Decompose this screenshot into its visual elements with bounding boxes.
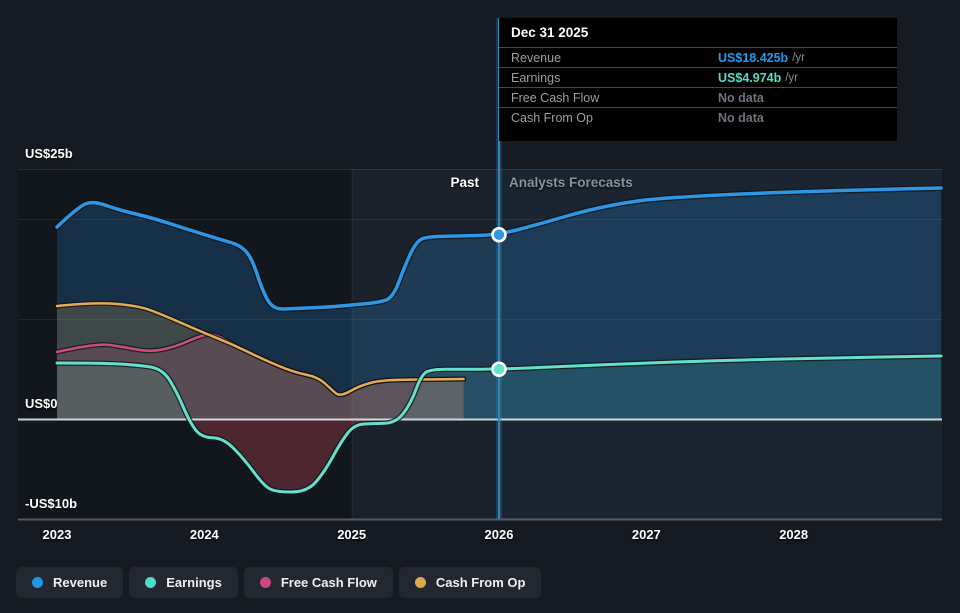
earnings-area-negative bbox=[57, 419, 941, 492]
legend-label: Revenue bbox=[53, 575, 108, 590]
cash-from-op-area bbox=[57, 303, 464, 419]
tooltip-row-earnings: Earnings US$4.974b /yr bbox=[499, 67, 897, 87]
tooltip-label: Cash From Op bbox=[511, 110, 593, 125]
legend-item-free-cash-flow[interactable]: Free Cash Flow bbox=[243, 567, 393, 598]
tooltip-value-suffix: /yr bbox=[792, 51, 805, 64]
past-region-label: Past bbox=[450, 175, 479, 190]
cash-from-op-color-dot bbox=[414, 577, 426, 588]
analysts-forecasts-region-label: Analysts Forecasts bbox=[509, 175, 633, 190]
revenue-data-point-marker[interactable] bbox=[491, 226, 507, 243]
tooltip-row-free-cash-flow: Free Cash Flow No data bbox=[499, 87, 897, 107]
x-axis-label-2027: 2027 bbox=[631, 527, 661, 542]
tooltip-value-suffix: /yr bbox=[785, 71, 799, 84]
tooltip-date: Dec 31 2025 bbox=[511, 25, 589, 40]
x-axis-label-2024: 2024 bbox=[189, 527, 219, 542]
tooltip-row-revenue: Revenue US$18.425b /yr bbox=[499, 47, 897, 67]
tooltip-value: No data bbox=[718, 90, 764, 105]
x-axis-label-2026: 2026 bbox=[484, 527, 514, 542]
cfo-line bbox=[55, 302, 465, 396]
legend-label: Earnings bbox=[166, 575, 222, 590]
legend-label: Cash From Op bbox=[435, 575, 526, 590]
earnings-data-point-marker[interactable] bbox=[491, 361, 507, 378]
y-axis-label-zero: US$0 bbox=[25, 396, 58, 411]
tooltip-value: US$18.425b bbox=[718, 50, 789, 65]
x-axis-label-2023: 2023 bbox=[42, 527, 72, 542]
chart-legend: Revenue Earnings Free Cash Flow Cash Fro… bbox=[16, 567, 542, 598]
earnings-color-dot bbox=[145, 577, 157, 588]
revenue-color-dot bbox=[32, 577, 43, 588]
legend-item-revenue[interactable]: Revenue bbox=[16, 567, 124, 598]
x-axis-label-2028: 2028 bbox=[779, 527, 809, 542]
legend-item-earnings[interactable]: Earnings bbox=[129, 567, 238, 598]
tooltip-label: Free Cash Flow bbox=[511, 90, 600, 105]
free-cash-flow-area bbox=[57, 334, 464, 419]
highlight-band-2025 bbox=[351, 169, 499, 519]
tooltip-row-cash-from-op: Cash From Op No data bbox=[499, 107, 897, 127]
legend-item-cash-from-op[interactable]: Cash From Op bbox=[398, 567, 542, 598]
revenue-line bbox=[55, 186, 943, 311]
x-axis-label-2025: 2025 bbox=[337, 527, 367, 542]
y-axis-label-neg10b: -US$10b bbox=[25, 496, 78, 511]
earnings-line bbox=[55, 354, 943, 494]
legend-label: Free Cash Flow bbox=[280, 575, 377, 590]
forecast-region-background bbox=[498, 169, 942, 519]
tooltip-value: No data bbox=[718, 110, 764, 125]
tooltip-value: US$4.974b bbox=[718, 70, 782, 85]
y-axis-label-25b: US$25b bbox=[25, 146, 73, 161]
free-cash-flow-color-dot bbox=[259, 577, 271, 588]
chart-tooltip: Dec 31 2025 Revenue US$18.425b /yr Earni… bbox=[499, 18, 897, 141]
tooltip-label: Revenue bbox=[511, 50, 562, 65]
tooltip-label: Earnings bbox=[511, 70, 561, 85]
